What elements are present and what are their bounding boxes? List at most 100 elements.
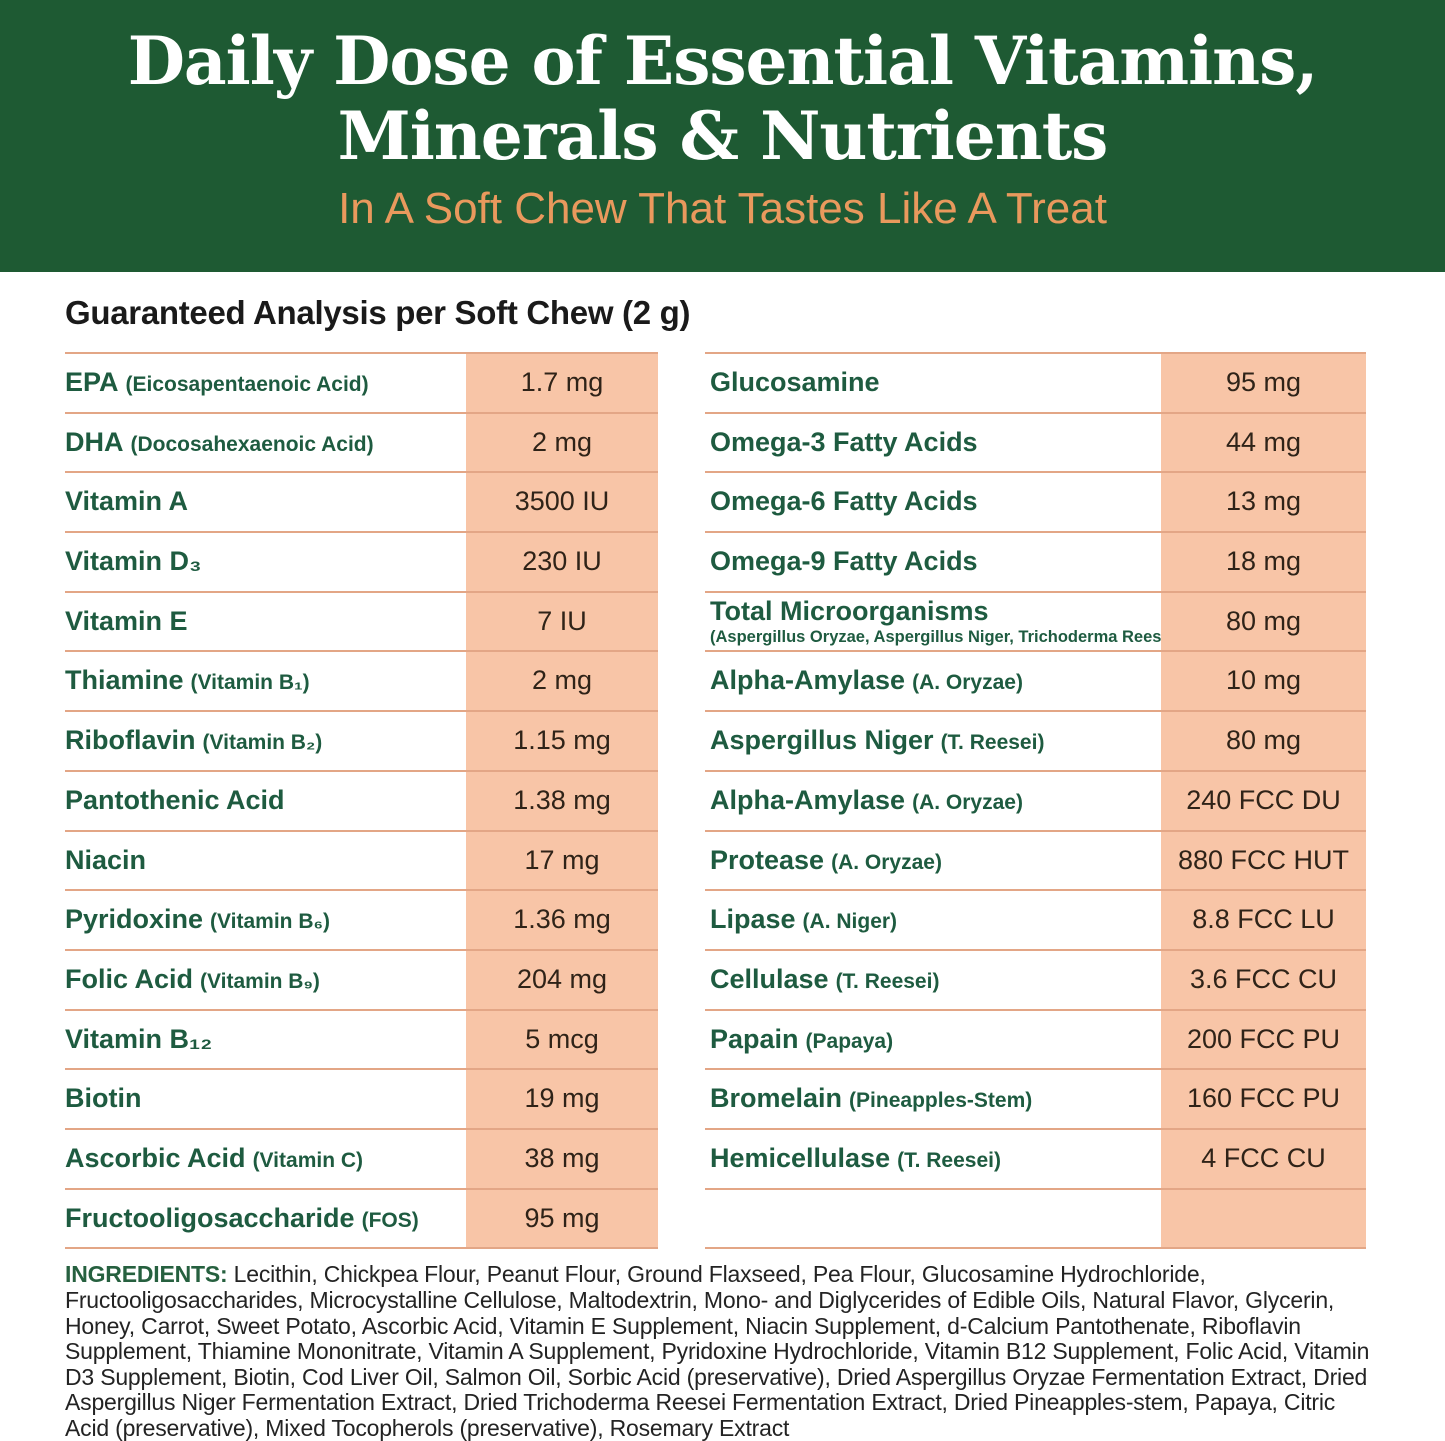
- nutrient-value: 240 FCC DU: [1186, 784, 1341, 815]
- table-row: Pantothenic Acid 1.38 mg: [65, 769, 658, 830]
- nutrient-value-cell: 4 FCC CU: [1161, 1129, 1366, 1188]
- nutrient-name-cell: Lipase (A. Niger): [705, 891, 1161, 949]
- nutrient-note: (Papaya): [805, 1029, 894, 1053]
- nutrient-value: 160 FCC PU: [1186, 1083, 1341, 1114]
- nutrient-value-cell: 17 mg: [466, 831, 658, 890]
- nutrient-name-cell: EPA (Eicosapentaenoic Acid): [65, 354, 466, 412]
- nutrient-name-cell: Cellulase (T. Reesei): [705, 951, 1161, 1009]
- table-row: Vitamin D₃ 230 IU: [65, 531, 658, 591]
- nutrient-note: (A. Oryzae): [912, 790, 1023, 814]
- nutrient-value-cell: 2 mg: [466, 652, 658, 711]
- nutrient-value-cell: 1.15 mg: [466, 712, 658, 770]
- nutrient-value-cell: 44 mg: [1161, 413, 1366, 472]
- nutrient-name: Fructooligosaccharide: [65, 1202, 355, 1233]
- nutrient-name: Total Microorganisms: [710, 596, 989, 627]
- nutrient-name: Pantothenic Acid: [65, 784, 285, 815]
- table-row: DHA (Docosahexaenoic Acid) 2 mg: [65, 411, 658, 472]
- nutrient-name-cell: Biotin: [65, 1070, 466, 1128]
- nutrient-value-cell: 10 mg: [1161, 652, 1366, 711]
- table-row: EPA (Eicosapentaenoic Acid) 1.7 mg: [65, 352, 658, 412]
- nutrient-value-cell: 19 mg: [466, 1070, 658, 1128]
- nutrient-name: Aspergillus Niger: [710, 725, 934, 756]
- table-row: Bromelain (Pineapples-Stem) 160 FCC PU: [705, 1068, 1366, 1128]
- nutrient-name-cell: Total Microorganisms (Aspergillus Oryzae,…: [705, 593, 1161, 651]
- nutrient-note: (Vitamin B₁): [190, 671, 310, 695]
- table-row: Pyridoxine (Vitamin B₆) 1.36 mg: [65, 889, 658, 949]
- nutrient-value-cell: 95 mg: [466, 1189, 658, 1248]
- nutrient-note: (Vitamin C): [252, 1148, 364, 1172]
- nutrient-note: (Aspergillus Oryzae, Aspergillus Niger, …: [710, 627, 1161, 646]
- table-row: Vitamin B₁₂ 5 mcg: [65, 1008, 658, 1069]
- nutrient-name: Omega-6 Fatty Acids: [710, 486, 978, 517]
- nutrient-value: 19 mg: [524, 1083, 600, 1114]
- nutrient-note: (Docosahexaenoic Acid): [130, 432, 374, 456]
- page-title-line1: Daily Dose of Essential Vitamins,: [127, 22, 1319, 100]
- nutrient-name-cell: [705, 1190, 1161, 1248]
- table-row: Vitamin E 7 IU: [65, 590, 658, 651]
- nutrient-name: Cellulase: [710, 963, 829, 994]
- nutrient-value-cell: 1.7 mg: [466, 354, 658, 412]
- nutrient-value-cell: 80 mg: [1161, 592, 1366, 651]
- nutrient-value: 1.15 mg: [513, 725, 611, 756]
- nutrient-value: 13 mg: [1225, 486, 1302, 517]
- nutrient-name-cell: DHA (Docosahexaenoic Acid): [65, 414, 466, 472]
- nutrient-value-cell: 1.36 mg: [466, 891, 658, 949]
- table-row: Cellulase (T. Reesei) 3.6 FCC CU: [705, 948, 1366, 1009]
- table-row: Riboflavin (Vitamin B₂) 1.15 mg: [65, 710, 658, 770]
- nutrient-value-cell: 1.38 mg: [466, 771, 658, 830]
- nutrient-value: 1.38 mg: [513, 784, 611, 815]
- nutrient-value-cell: 8.8 FCC LU: [1161, 891, 1366, 949]
- nutrient-name: Riboflavin: [65, 725, 196, 756]
- nutrient-value: 1.7 mg: [520, 367, 604, 397]
- nutrient-name-cell: Alpha-Amylase (A. Oryzae): [705, 772, 1161, 830]
- nutrient-name: Lipase: [710, 904, 796, 935]
- nutrient-value: 80 mg: [1225, 605, 1302, 636]
- nutrient-value: 230 IU: [522, 546, 602, 577]
- nutrient-name-cell: Omega-3 Fatty Acids: [705, 414, 1161, 472]
- nutrient-note: (Vitamin B₉): [200, 969, 320, 993]
- nutrient-value-cell: 230 IU: [466, 533, 658, 591]
- label-body: Guaranteed Analysis per Soft Chew (2 g) …: [0, 294, 1445, 1441]
- nutrient-name: EPA: [65, 367, 119, 397]
- nutrient-note: (T. Reesei): [940, 731, 1045, 755]
- nutrient-value-cell: 3.6 FCC CU: [1161, 950, 1366, 1009]
- nutrient-value: 95 mg: [1225, 367, 1302, 397]
- nutrient-name-cell: Alpha-Amylase (A. Oryzae): [705, 652, 1161, 710]
- nutrient-name: Thiamine: [65, 665, 184, 696]
- nutrient-name-cell: Vitamin A: [65, 473, 466, 531]
- nutrient-value-cell: 880 FCC HUT: [1161, 831, 1366, 890]
- nutrient-value-cell: 200 FCC PU: [1161, 1010, 1366, 1069]
- nutrient-value-cell: 240 FCC DU: [1161, 771, 1366, 830]
- nutrient-name: Papain: [710, 1023, 799, 1054]
- nutrient-name-cell: Bromelain (Pineapples-Stem): [705, 1070, 1161, 1128]
- table-row: Fructooligosaccharide (FOS) 95 mg: [65, 1187, 658, 1248]
- nutrient-name-cell: Glucosamine: [705, 354, 1161, 412]
- nutrient-value: 38 mg: [524, 1142, 600, 1173]
- nutrient-name-cell: Vitamin D₃: [65, 533, 466, 591]
- table-row: Protease (A. Oryzae) 880 FCC HUT: [705, 829, 1366, 890]
- nutrient-value: 17 mg: [524, 844, 600, 875]
- nutrient-name: Protease: [710, 844, 825, 875]
- table-row: Total Microorganisms (Aspergillus Oryzae,…: [705, 590, 1366, 651]
- guaranteed-analysis-title: Guaranteed Analysis per Soft Chew (2 g): [65, 294, 691, 331]
- nutrient-value-cell: 38 mg: [466, 1129, 658, 1188]
- nutrient-name: Vitamin E: [65, 605, 188, 636]
- analysis-table-left: EPA (Eicosapentaenoic Acid) 1.7 mg DHA (Doco…: [65, 352, 658, 1250]
- nutrient-name: Folic Acid: [65, 963, 194, 994]
- nutrient-name: Glucosamine: [710, 367, 880, 397]
- table-row: Glucosamine 95 mg: [705, 352, 1366, 412]
- table-row: Niacin 17 mg: [65, 829, 658, 890]
- nutrient-value: 3.6 FCC CU: [1189, 963, 1338, 994]
- nutrient-name: Pyridoxine: [65, 904, 204, 935]
- nutrient-note: (Eicosapentaenoic Acid): [125, 373, 369, 396]
- nutrient-name: Vitamin B₁₂: [65, 1023, 213, 1054]
- nutrient-value: 2 mg: [531, 665, 593, 696]
- table-row: Lipase (A. Niger) 8.8 FCC LU: [705, 889, 1366, 949]
- nutrient-value: 44 mg: [1225, 426, 1302, 457]
- nutrient-value-cell: 2 mg: [466, 413, 658, 472]
- nutrient-note: (FOS): [361, 1208, 419, 1232]
- nutrient-name-cell: Papain (Papaya): [705, 1011, 1161, 1069]
- header-banner: Daily Dose of Essential Vitamins, Minera…: [0, 0, 1445, 272]
- nutrient-value-cell: 80 mg: [1161, 712, 1366, 770]
- nutrient-name-cell: Riboflavin (Vitamin B₂): [65, 712, 466, 770]
